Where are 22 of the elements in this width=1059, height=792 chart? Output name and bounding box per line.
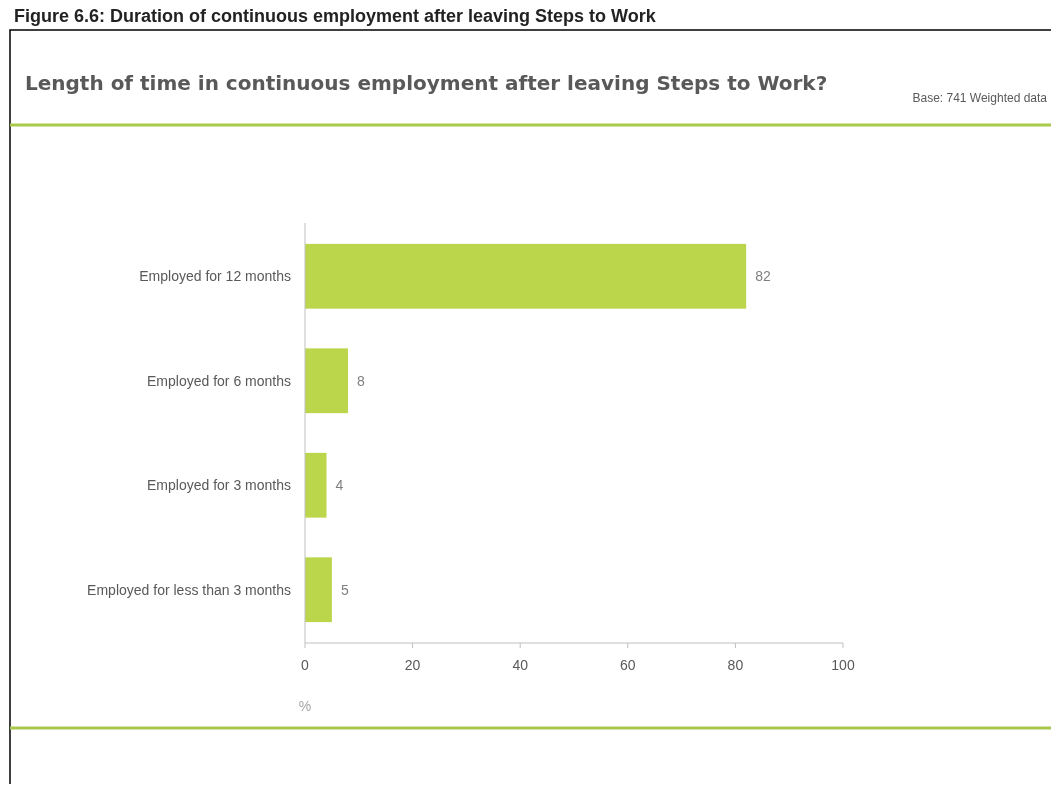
x-tick-label: 0 (301, 657, 310, 673)
bar (305, 557, 332, 623)
chart-title: Figure 6.6: Duration of continuous employment after leaving Steps to Work (14, 6, 657, 26)
x-tick-label: 100 (831, 657, 855, 673)
x-tick-label: 20 (404, 657, 421, 673)
y-tick-label: Employed for 6 months (147, 372, 291, 389)
y-tick-label: Employed for 3 months (147, 477, 291, 494)
bar (305, 348, 349, 414)
x-tick-label: 40 (512, 657, 529, 673)
data-label: 4 (335, 477, 344, 494)
data-label: 82 (755, 268, 771, 285)
x-tick-label: 80 (727, 657, 744, 673)
bar (305, 243, 747, 309)
y-tick-label: Employed for less than 3 months (87, 581, 291, 598)
text: Base: 741 Weighted data (912, 91, 1048, 105)
data-label: 5 (340, 581, 349, 598)
chart-subtitle: Length of time in continuous employment after leaving Steps to Work? (25, 71, 828, 95)
x-axis-title: % (298, 698, 312, 714)
x-tick-label: 60 (620, 657, 636, 673)
data-label: 8 (357, 372, 366, 389)
y-tick-label: Employed for 12 months (139, 268, 291, 285)
bar (305, 452, 327, 518)
